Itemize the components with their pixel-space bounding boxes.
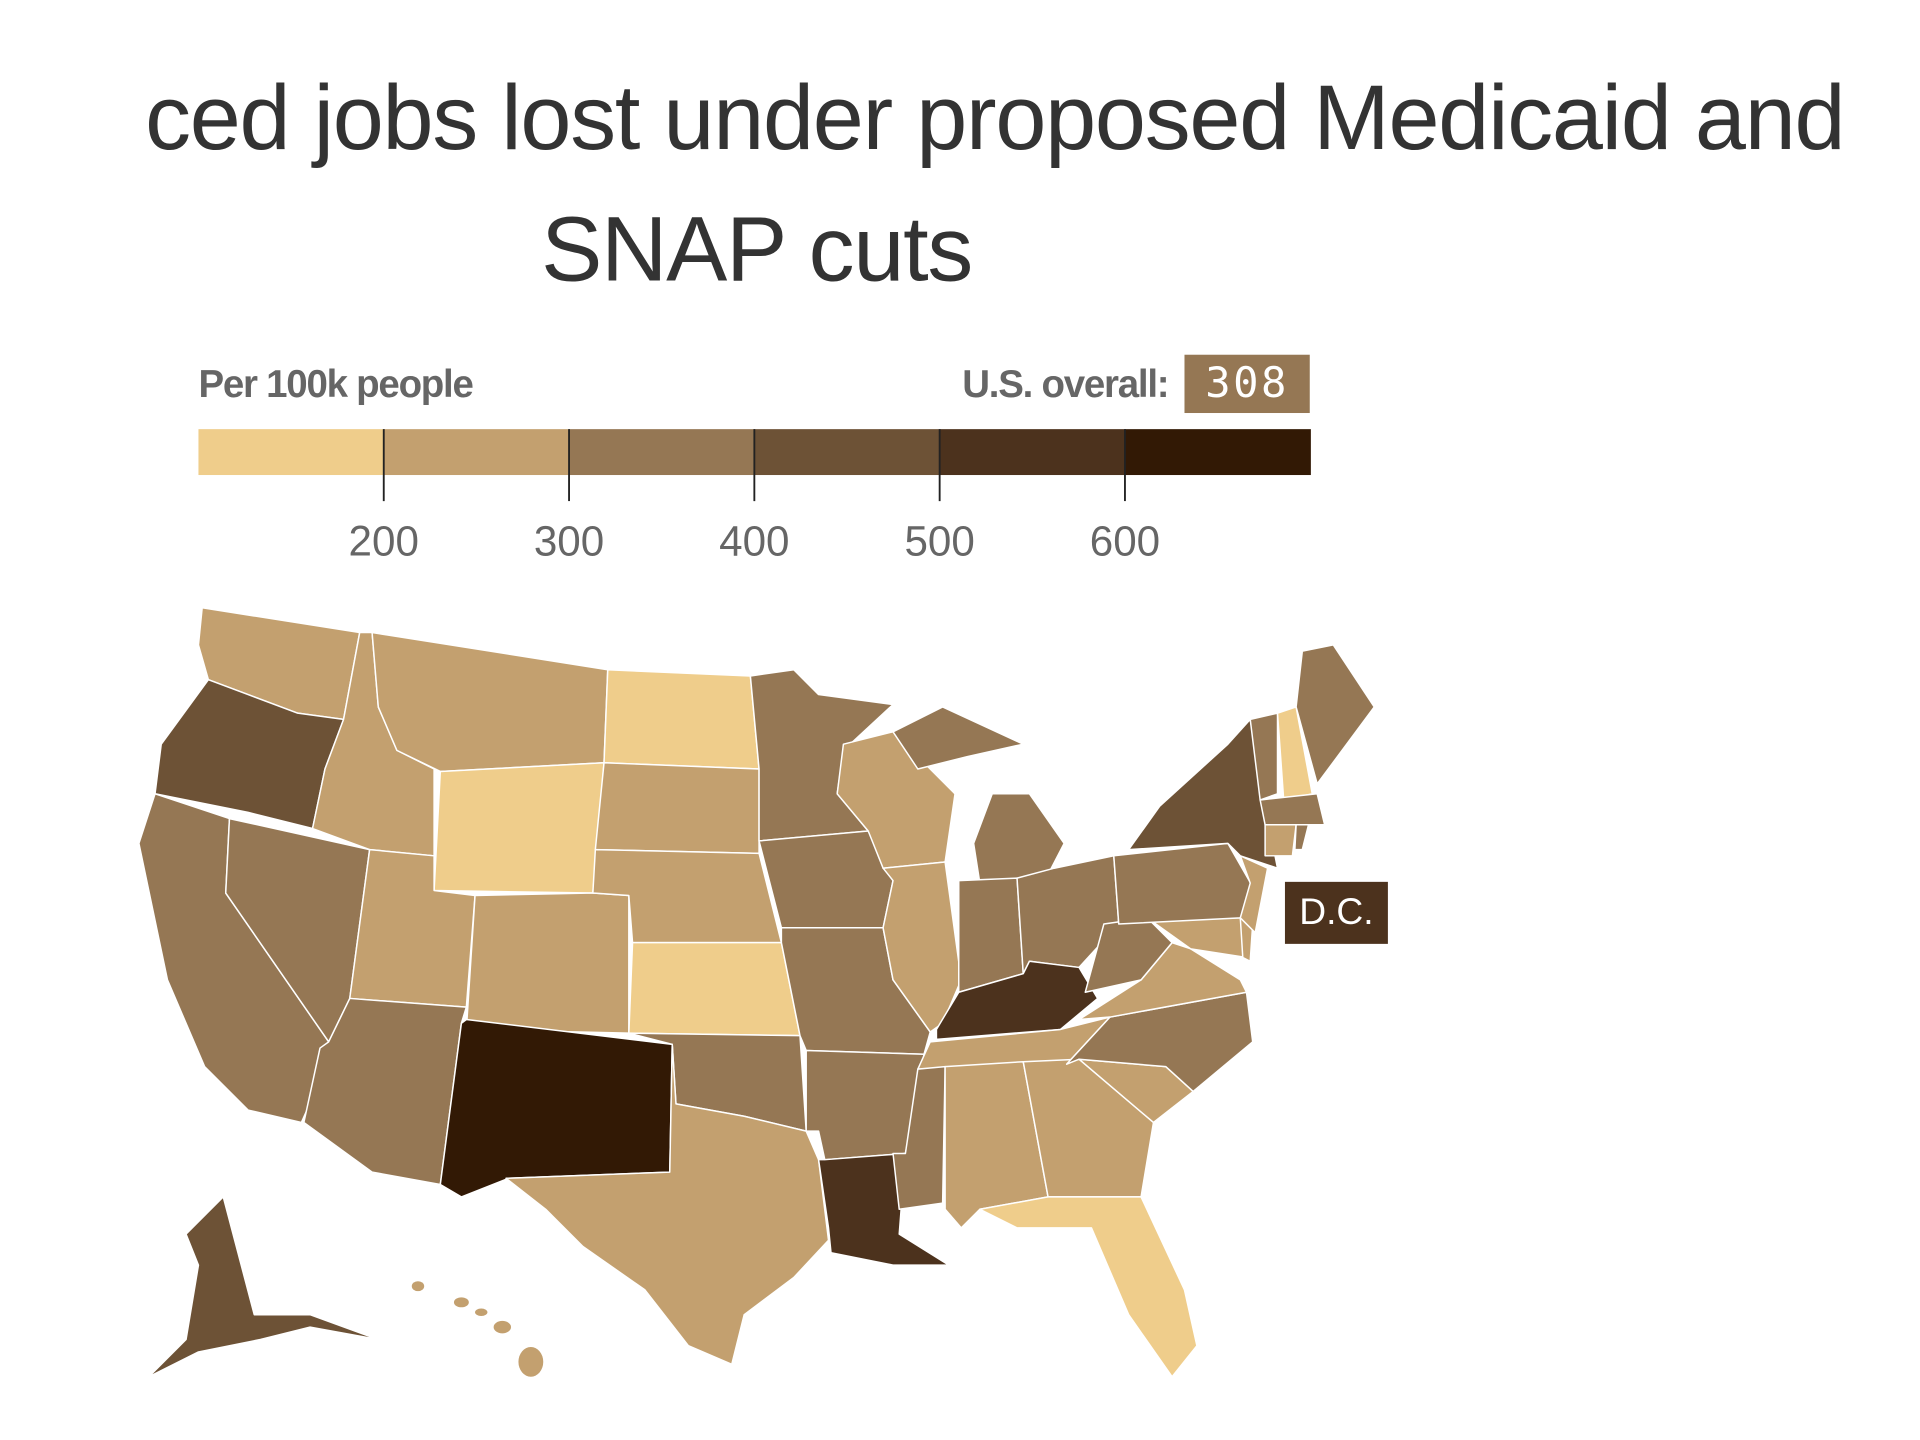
state-tx[interactable] [505, 1043, 830, 1366]
state-ga[interactable] [1022, 1058, 1155, 1198]
legend-swatch-4 [939, 429, 1126, 476]
legend-tick-label: 500 [904, 518, 975, 566]
legend-swatch-5 [1124, 429, 1311, 476]
state-ky[interactable] [935, 960, 1099, 1041]
legend-swatch-3 [754, 429, 941, 476]
state-mt[interactable] [371, 631, 609, 773]
legend-swatch-0 [198, 429, 385, 476]
state-nd[interactable] [603, 669, 760, 770]
state-az[interactable] [303, 997, 468, 1186]
legend-swatch-1 [383, 429, 570, 476]
state-hi[interactable] [493, 1320, 512, 1334]
us-overall-badge: 308 [1184, 354, 1310, 414]
state-hi[interactable] [453, 1297, 469, 1308]
state-nm[interactable] [439, 1018, 673, 1198]
state-sd[interactable] [594, 762, 760, 855]
state-wy[interactable] [433, 762, 605, 894]
chart-title-line-1: ced jobs lost under proposed Medicaid an… [145, 65, 1845, 169]
us-overall-label: U.S. overall: [962, 362, 1169, 406]
state-hi[interactable] [518, 1346, 544, 1377]
state-fl[interactable] [979, 1196, 1198, 1378]
state-ks[interactable] [628, 941, 801, 1037]
legend-tick-label: 400 [719, 518, 790, 566]
state-pa[interactable] [1113, 842, 1254, 925]
state-il[interactable] [882, 861, 962, 1033]
legend-swatch-2 [569, 429, 755, 476]
state-hi[interactable] [411, 1281, 425, 1292]
state-vt[interactable] [1249, 712, 1279, 801]
state-hi[interactable] [475, 1308, 488, 1316]
state-ia[interactable] [758, 830, 894, 929]
state-ma[interactable] [1259, 793, 1326, 826]
legend-tick-label: 300 [533, 518, 605, 566]
dc-label[interactable]: D.C. [1284, 881, 1388, 944]
state-co[interactable] [465, 892, 630, 1034]
legend-tick-label: 200 [348, 518, 419, 566]
legend-title: Per 100k people [198, 362, 473, 406]
state-me[interactable] [1295, 644, 1375, 785]
legend-tick-label: 600 [1089, 518, 1161, 566]
state-in[interactable] [958, 877, 1024, 993]
legend-scale [198, 429, 1311, 502]
state-ri[interactable] [1294, 824, 1310, 851]
state-ak[interactable] [148, 1196, 380, 1378]
chart-title-line-2: SNAP cuts [541, 197, 973, 301]
state-ct[interactable] [1264, 824, 1297, 857]
state-nj[interactable] [1239, 855, 1269, 934]
state-wv[interactable] [1084, 917, 1173, 993]
state-mi[interactable] [892, 706, 1024, 770]
